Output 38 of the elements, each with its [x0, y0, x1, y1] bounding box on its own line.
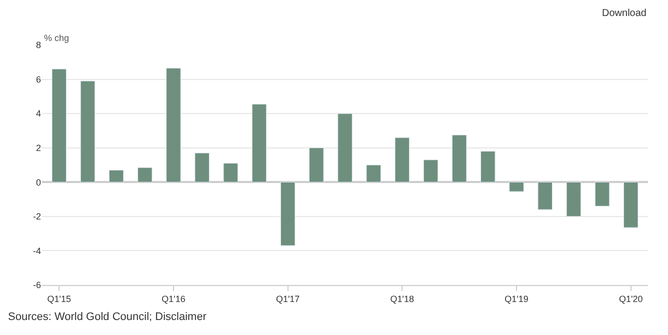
y-tick-label: 0	[36, 177, 41, 188]
text: Download	[602, 8, 646, 19]
bar	[108, 170, 124, 182]
bar	[309, 148, 324, 182]
bar	[366, 164, 381, 182]
bar	[623, 182, 638, 228]
bar	[423, 160, 438, 182]
bar	[252, 104, 267, 182]
bar	[509, 182, 524, 192]
y-axis-title: % chg	[44, 33, 70, 43]
bar	[166, 68, 181, 182]
bar	[594, 182, 610, 206]
y-tick-label: 4	[36, 108, 41, 119]
y-tick-label: -4	[32, 246, 41, 256]
bar	[566, 182, 582, 217]
x-tick-label: Q1'15	[47, 294, 72, 304]
y-tick-label: -2	[32, 212, 41, 222]
y-tick-label: 6	[36, 74, 41, 84]
y-tick-label: -6	[32, 280, 41, 290]
bar	[52, 68, 67, 182]
bar	[538, 182, 552, 210]
bar	[452, 134, 467, 182]
x-tick-label: Q1'18	[390, 294, 414, 304]
bar	[223, 163, 238, 182]
x-tick-label: Q1'19	[504, 294, 528, 304]
x-tick-label: Q1'17	[276, 294, 300, 304]
bar	[80, 80, 96, 182]
y-tick-label: 8	[36, 40, 41, 50]
bar	[194, 152, 210, 182]
y-tick-label: 2	[36, 143, 41, 154]
bar	[480, 151, 496, 182]
x-tick-label: Q1'20	[618, 294, 643, 304]
source-note: Sources: World Gold Council; Disclaimer	[8, 311, 207, 323]
bar	[280, 182, 296, 246]
x-tick-label: Q1'16	[162, 294, 186, 304]
bar	[394, 137, 410, 182]
bar	[138, 167, 152, 182]
bar	[338, 113, 352, 182]
